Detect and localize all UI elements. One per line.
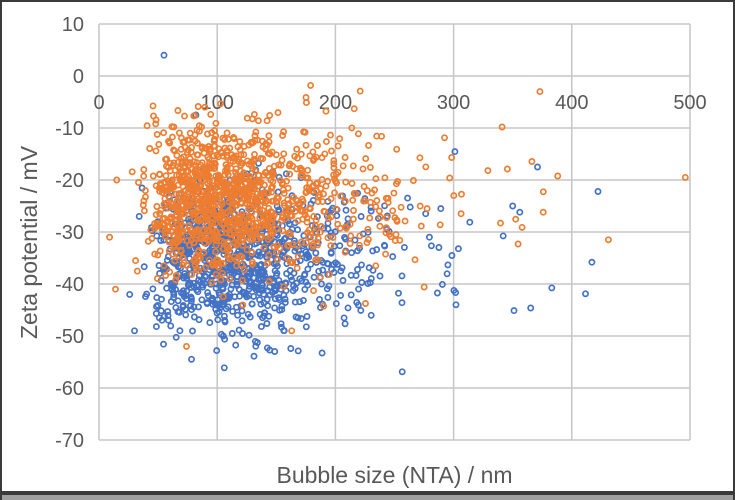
figure-bottom-edge [2, 491, 733, 495]
notable-data-point [681, 173, 689, 181]
y-tick-label: -50 [55, 326, 84, 348]
y-tick-label: -60 [55, 378, 84, 400]
x-tick-label: 400 [555, 92, 588, 114]
notable-data-point [135, 212, 143, 220]
x-tick-label: 300 [437, 92, 470, 114]
notable-data-point [588, 258, 596, 266]
notable-data-point [498, 123, 506, 131]
x-tick-label: 500 [673, 92, 706, 114]
scatter-series-orange [106, 81, 689, 350]
notable-data-point [131, 327, 138, 335]
notable-data-point [516, 208, 524, 216]
notable-data-point [183, 342, 190, 350]
y-tick-label: 0 [73, 66, 84, 88]
x-tick-label: 0 [93, 92, 104, 114]
notable-data-point [307, 81, 315, 89]
notable-data-point [288, 327, 296, 335]
notable-data-point [160, 51, 168, 59]
y-tick-label: -70 [55, 430, 84, 452]
figure-bottom-shadow [2, 495, 733, 500]
x-axis-title: Bubble size (NTA) / nm [276, 462, 513, 488]
notable-data-point [126, 290, 134, 298]
y-tick-label: -10 [55, 118, 84, 140]
notable-data-point [604, 236, 612, 244]
notable-data-point [452, 301, 460, 309]
notable-data-point [112, 285, 119, 293]
notable-data-point [534, 163, 541, 171]
y-tick-label: -20 [55, 170, 84, 192]
y-tick-label: -40 [55, 274, 84, 296]
y-tick-label: 10 [62, 14, 84, 36]
notable-data-point [509, 202, 517, 210]
notable-data-point [356, 87, 364, 95]
y-axis-title: Zeta potential / mV [16, 145, 42, 339]
notable-data-point [106, 233, 114, 241]
y-tick-label: -30 [55, 222, 84, 244]
notable-data-point [536, 88, 544, 96]
notable-data-point [113, 176, 121, 184]
